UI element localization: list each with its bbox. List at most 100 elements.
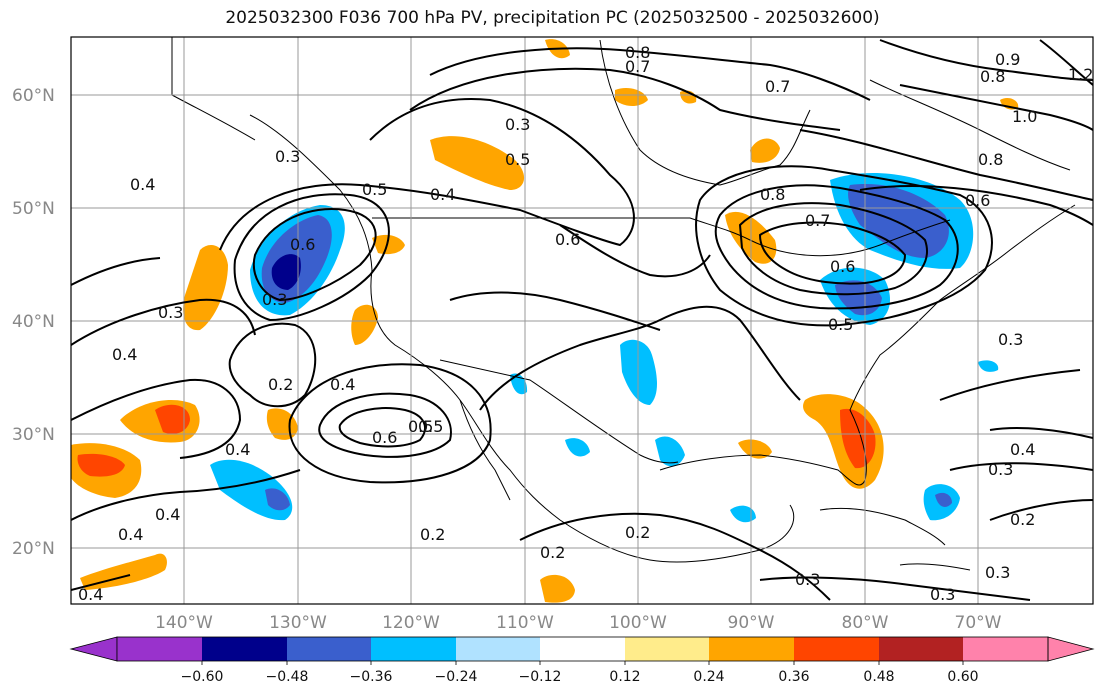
contour-atl-02 xyxy=(989,499,1093,521)
shade-hawaii-positive-core xyxy=(77,453,125,477)
lon-label: 100°W xyxy=(609,613,667,633)
colorbar-segment xyxy=(625,637,709,661)
contour-label: 0.5 xyxy=(505,150,530,169)
shade-mexico-positive xyxy=(540,574,575,603)
lon-label: 80°W xyxy=(842,613,889,633)
colorbar-segment xyxy=(371,637,456,661)
colorbar-segment xyxy=(709,637,794,661)
colorbar-tick-label: −0.24 xyxy=(435,669,478,685)
contour-atl-03 xyxy=(939,369,1081,401)
contour-label: 0.5 xyxy=(828,315,853,334)
contour-label: 0.4 xyxy=(78,585,103,604)
contour-central-05 xyxy=(559,224,711,278)
contour-label: 0.4 xyxy=(118,525,143,544)
colorbar-tick-label: 0.48 xyxy=(863,669,894,685)
contour-label: 0.3 xyxy=(998,330,1023,349)
shade-pacific-negative-core xyxy=(265,488,290,511)
contour-label: 0.2 xyxy=(268,375,293,394)
contour-atl-03b xyxy=(949,462,1093,471)
contour-label: 0.2 xyxy=(420,525,445,544)
contour-label: 0.6 xyxy=(830,257,855,276)
contour-swlow-1 xyxy=(318,392,452,458)
colorbar-tick-label: 0.60 xyxy=(947,669,978,685)
contour-pac-02 xyxy=(228,322,317,408)
contour-label: 0.7 xyxy=(625,57,650,76)
shade-oregon-positive xyxy=(372,234,405,255)
contour-label: 0.4 xyxy=(112,345,137,364)
colorbar-segment xyxy=(963,637,1048,661)
colorbar-tick-label: −0.60 xyxy=(181,669,224,685)
colorbar-segment xyxy=(202,637,287,661)
contour-pac-sw xyxy=(71,469,301,521)
contour-pac-04b xyxy=(71,378,242,459)
graticule xyxy=(71,37,1093,604)
shade-pacific-nw-negative-core xyxy=(271,254,301,290)
lat-label: 20°N xyxy=(12,539,55,559)
contour-label: 0.6 xyxy=(555,230,580,249)
contour-label: 0.3 xyxy=(985,563,1010,582)
colorbar-tick-label: −0.12 xyxy=(519,669,562,685)
contour-label: 0.8 xyxy=(760,185,785,204)
contour-label: 0.2 xyxy=(1010,510,1035,529)
contour-central-04 xyxy=(449,291,661,331)
contour-pac-04a xyxy=(71,298,256,346)
map-title: 2025032300 F036 700 hPa PV, precipitatio… xyxy=(225,8,880,28)
coastline-hudson xyxy=(599,39,811,186)
contour-south-03 xyxy=(759,576,1031,601)
contour-label: 0.4 xyxy=(155,505,180,524)
shade-pacific-positive-core xyxy=(155,404,190,434)
contour-label: 0.9 xyxy=(995,50,1020,69)
contour-gl-3 xyxy=(738,202,928,296)
contour-central-03 xyxy=(479,305,801,411)
shade-offshore-positive xyxy=(183,245,228,331)
colorbar-tick-label: −0.48 xyxy=(266,669,309,685)
contour-label: 0.3 xyxy=(930,585,955,604)
colorbar-extend-high xyxy=(1047,636,1095,662)
pv-contours xyxy=(71,39,1093,601)
contour-north-2 xyxy=(409,67,841,131)
contour-label: 0.3 xyxy=(158,303,183,322)
contour-label: 0.3 xyxy=(275,147,300,166)
contour-gl-4 xyxy=(758,221,907,285)
longitude-labels: 140°W 130°W 120°W 110°W 100°W 90°W 80°W … xyxy=(155,613,1002,633)
colorbar-tick-label: 0.12 xyxy=(609,669,640,685)
contour-label: 0.4 xyxy=(1010,440,1035,459)
lon-label: 70°W xyxy=(955,613,1002,633)
contour-label: 0.2 xyxy=(625,523,650,542)
colorbar-segment xyxy=(117,637,202,661)
contour-label: 0.3 xyxy=(988,460,1013,479)
contour-label: 0.4 xyxy=(430,185,455,204)
contour-swlow-2 xyxy=(338,407,426,448)
contour-label: 0.6 xyxy=(372,428,397,447)
shade-nevada-positive xyxy=(351,304,378,345)
shade-mexico-negative-2 xyxy=(655,436,685,467)
lon-label: 130°W xyxy=(269,613,327,633)
colorbar-segment xyxy=(287,637,371,661)
colorbar: −0.60 −0.48 −0.36 −0.24 −0.12 0.12 0.24 … xyxy=(69,636,1095,685)
contour-swlow-3 xyxy=(288,363,492,484)
lon-label: 90°W xyxy=(728,613,775,633)
plot-frame xyxy=(70,36,1094,605)
shade-cuba-negative-core xyxy=(935,492,952,507)
colorbar-segment xyxy=(456,637,540,661)
shade-gulf-negative xyxy=(730,505,756,523)
border-us-mexico xyxy=(439,359,679,464)
contour-atl-04 xyxy=(989,426,1093,439)
contour-east-08 xyxy=(799,129,1093,201)
shade-hudson-positive xyxy=(750,138,780,163)
coastline-west xyxy=(249,114,795,563)
colorbar-tick-label: −0.36 xyxy=(350,669,393,685)
contour-label: 0.6 xyxy=(965,191,990,210)
contour-label: 0.5 xyxy=(362,180,387,199)
colorbar-segment xyxy=(540,637,625,661)
lon-label: 110°W xyxy=(496,613,554,633)
coastline-gulf xyxy=(659,204,1076,486)
lat-label: 50°N xyxy=(12,199,55,219)
colorbar-tick-label: 0.24 xyxy=(693,669,724,685)
border-alaska xyxy=(171,37,256,141)
contour-label: 0.4 xyxy=(130,175,155,194)
contour-west-03 xyxy=(71,257,161,286)
contour-label: 0.4 xyxy=(225,440,250,459)
contour-gl-1 xyxy=(695,165,993,327)
coastline-hispaniola xyxy=(899,563,971,571)
